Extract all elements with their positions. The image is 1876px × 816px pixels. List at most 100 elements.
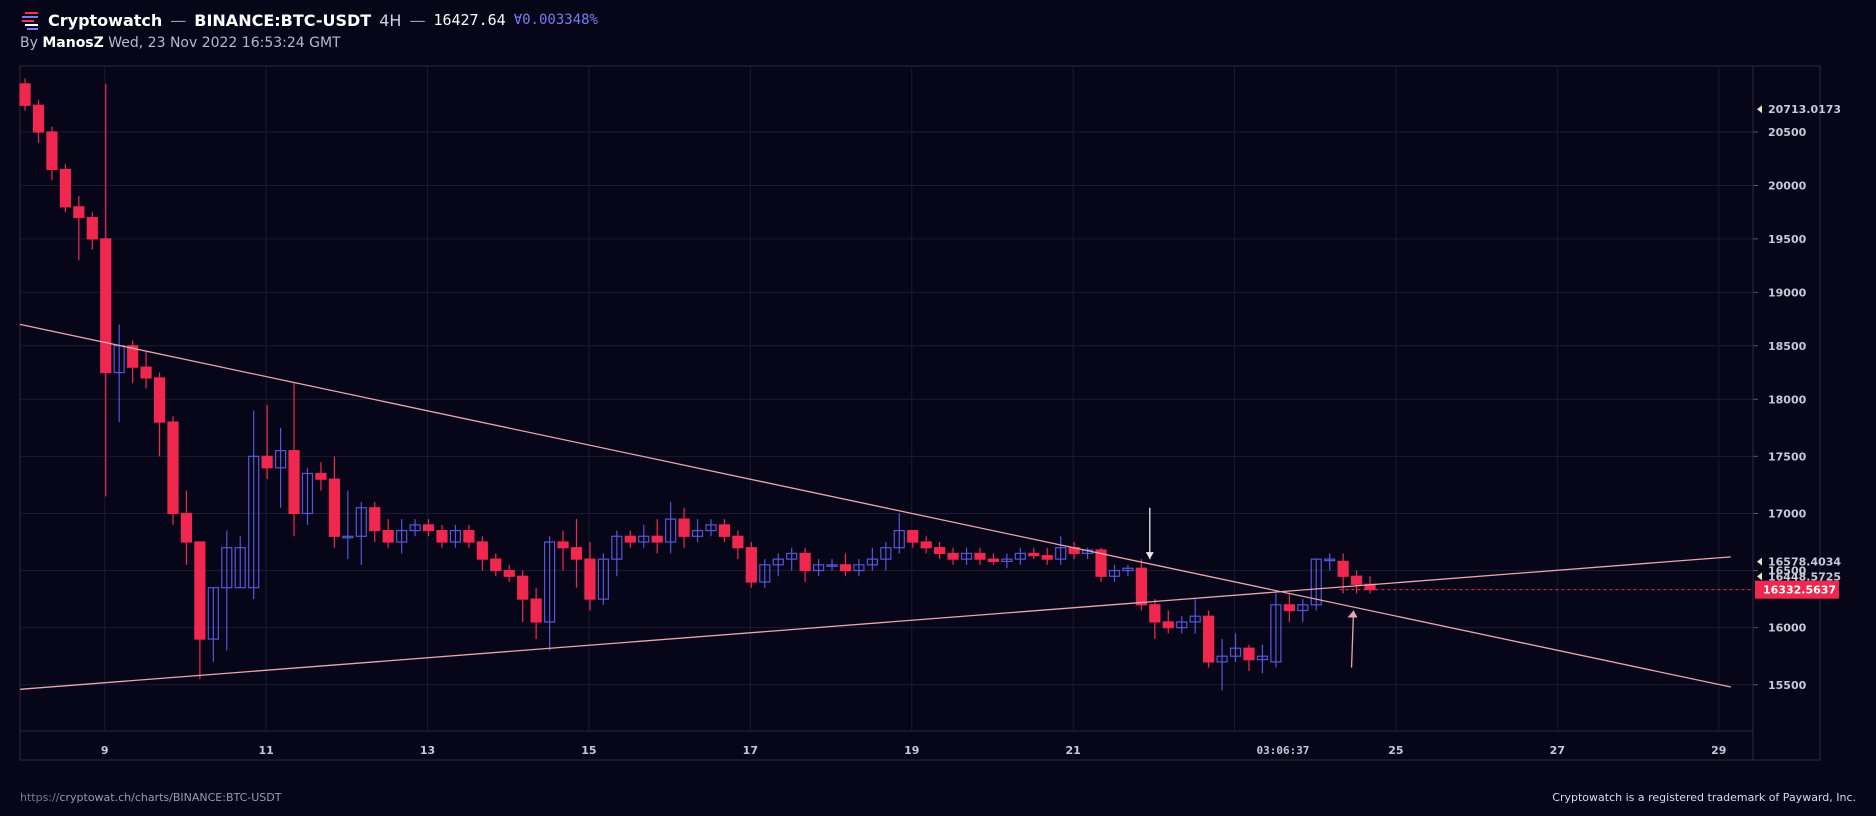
candle-down [46,131,58,171]
candle-up [759,564,771,583]
x-tick-label: 15 [581,744,596,757]
y-tick-label: 19500 [1768,233,1807,246]
timeframe: 4H [379,10,402,30]
url-path: cryptowat.ch/charts/BINANCE:BTC-USDT [59,791,282,804]
candle-down [732,535,744,549]
candle-down [584,558,596,600]
trademark-notice: Cryptowatch is a registered trademark of… [1552,791,1856,804]
candle-down [1203,615,1215,663]
candle-up [248,455,260,589]
candle-up [221,547,233,589]
candle-up [1229,647,1242,657]
price-marker-arrow-icon [1757,105,1762,114]
candle-down [503,569,515,577]
candle-down [1095,549,1107,577]
candle-down [745,547,757,583]
candle-up [960,552,973,560]
candle-down [1337,560,1349,577]
candle-up [772,558,784,566]
price-marker-label: 16578.4034 [1768,556,1841,569]
x-tick-label: 11 [258,744,273,757]
candle-down [557,541,569,549]
candle-down [907,529,919,543]
market-pair: BINANCE:BTC-USDT [194,10,372,30]
candle-down [920,541,932,549]
by-label: By [20,35,38,51]
candle-up [1310,558,1322,606]
candle-down [140,366,152,379]
candle-down [1350,575,1363,585]
candle-up [234,547,246,589]
candle-down [422,524,435,532]
candle-up [342,535,354,539]
candle-up [543,541,556,623]
candle-up [866,558,878,566]
candle-up [611,535,623,560]
candle-down [100,238,112,374]
candle-down [73,206,85,219]
price-marker-arrow-icon [1757,557,1762,566]
y-tick-label: 17500 [1768,450,1807,463]
author-name: ManosZ [42,35,104,51]
x-tick-label: 9 [101,744,109,757]
candle-down [127,345,139,368]
candle-down [328,478,340,537]
candle-down [153,377,166,423]
candle-up [274,450,287,469]
y-tick-label: 20500 [1768,126,1807,139]
candle-down [261,455,273,469]
candle-down [1283,604,1295,612]
candle-down [1149,604,1161,623]
candle-down [530,598,542,623]
candle-up [1108,569,1121,577]
candle-up [1014,552,1026,560]
candle-up [1297,604,1309,612]
candle-up [449,529,462,543]
candle-down [194,541,206,640]
x-tick-label: 17 [743,744,758,757]
candle-up [1270,604,1282,663]
candle-up [893,529,905,549]
candle-down [678,518,690,537]
x-tick-label: 29 [1711,744,1726,757]
candle-up [1176,621,1188,629]
y-tick-label: 16000 [1768,622,1807,635]
candle-down [167,421,179,515]
annotation-arrow-up [1350,610,1355,668]
candle-up [691,529,704,537]
y-tick-label: 20000 [1768,179,1807,192]
candle-down [86,216,98,240]
candle-down [1243,647,1255,661]
candle-up [396,529,408,543]
candle-down [1162,621,1174,629]
candle-up [1189,615,1201,623]
candle-down [718,524,731,537]
candle-down [180,512,193,543]
candle-down [839,564,852,572]
candle-down [59,168,71,208]
candle-up [1001,558,1013,563]
candle-down [436,529,448,543]
x-tick-label: 19 [904,744,919,757]
candle-up [409,524,421,532]
y-tick-label: 15500 [1768,679,1807,692]
x-axis-band [19,730,1754,761]
candle-up [826,564,838,567]
y-tick-label: 19000 [1768,286,1807,299]
candle-down [651,535,663,543]
candle-up [812,564,825,572]
candle-down [463,529,475,543]
brand-name: Cryptowatch [48,10,163,30]
x-tick-label: 21 [1065,744,1080,757]
candle-down [974,552,986,560]
y-tick-label: 16500 [1768,565,1807,578]
candle-down [517,575,529,600]
candle-up [1216,655,1228,663]
chart-url[interactable]: https://cryptowat.ch/charts/BINANCE:BTC-… [20,791,281,804]
candle-up [1055,547,1067,560]
candle-down [1028,552,1040,557]
arrow-head-up-icon [1347,610,1358,618]
y-tick-label: 17000 [1768,507,1807,520]
candle-down [570,547,583,560]
candle-down [624,535,636,543]
